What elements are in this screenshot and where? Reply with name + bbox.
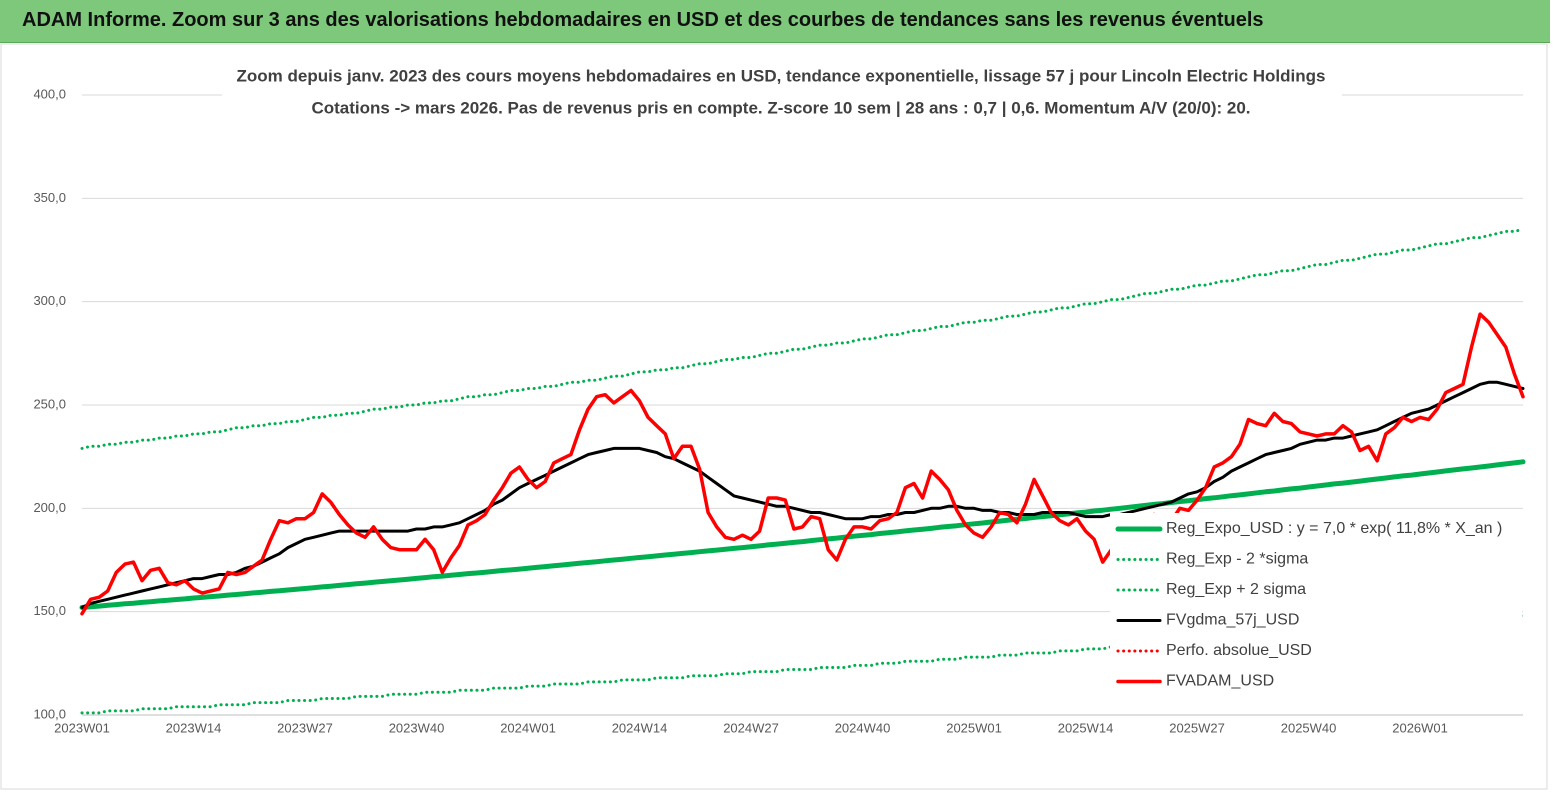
y-tick-label: 250,0 [33, 396, 66, 411]
legend-label: Perfo. absolue_USD [1166, 642, 1312, 659]
chart: 100,0 150,0 200,0 250,0 300,0 350,0 400,0 2023W… [0, 43, 1548, 790]
legend-box [1110, 513, 1522, 700]
x-tick-label: 2025W27 [1169, 720, 1225, 735]
x-tick-label: 2023W01 [54, 720, 110, 735]
x-tick-label: 2023W27 [277, 720, 333, 735]
subtitle-box [222, 61, 1342, 125]
legend-label: Reg_Exp + 2 sigma [1166, 581, 1306, 598]
legend-label: FVADAM_USD [1166, 673, 1274, 690]
legend-label: FVgdma_57j_USD [1166, 612, 1299, 629]
x-tick-label: 2024W27 [723, 720, 779, 735]
subtitle: Zoom depuis janv. 2023 des cours moyens … [237, 66, 1326, 85]
x-tick-label: 2024W14 [612, 720, 668, 735]
x-tick-label: 2023W14 [166, 720, 222, 735]
page-title: ADAM Informe. Zoom sur 3 ans des valoris… [22, 9, 1264, 31]
y-tick-label: 100,0 [33, 706, 66, 721]
y-tick-label: 150,0 [33, 603, 66, 618]
series-line [80, 227, 1525, 450]
y-tick-label: 300,0 [33, 293, 66, 308]
x-tick-label: 2025W01 [946, 720, 1002, 735]
legend-label: Reg_Expo_USD : y = 7,0 * exp( 11,8% * X_… [1166, 520, 1502, 537]
subtitle: Cotations -> mars 2026. Pas de revenus p… [311, 98, 1250, 117]
x-tick-label: 2024W40 [835, 720, 891, 735]
series-line [80, 312, 1525, 616]
x-tick-label: 2025W14 [1058, 720, 1114, 735]
x-tick-label: 2024W01 [500, 720, 556, 735]
x-tick-label: 2023W40 [389, 720, 445, 735]
series-line [79, 459, 1526, 610]
y-tick-label: 350,0 [33, 190, 66, 205]
legend-label: Reg_Exp - 2 *sigma [1166, 551, 1308, 568]
header-bar: ADAM Informe. Zoom sur 3 ans des valoris… [0, 0, 1550, 43]
x-tick-label: 2026W01 [1392, 720, 1448, 735]
y-tick-label: 200,0 [33, 500, 66, 515]
series-line [80, 380, 1525, 609]
x-tick-label: 2025W40 [1281, 720, 1337, 735]
y-tick-label: 400,0 [33, 86, 66, 101]
